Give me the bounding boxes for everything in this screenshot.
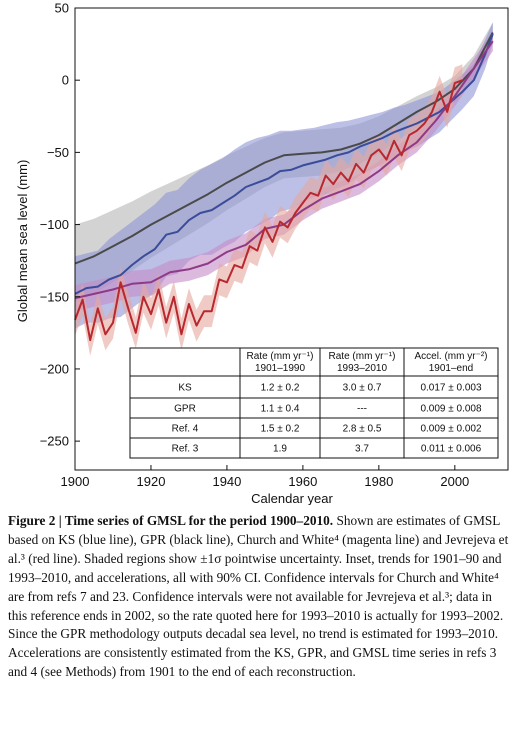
inset-cell: 0.009 ± 0.008 <box>420 404 482 415</box>
inset-cell: 1.1 ± 0.4 <box>261 404 300 415</box>
x-tick-label: 2000 <box>440 474 469 489</box>
line-ks <box>74 33 494 295</box>
inset-cell: 1.9 <box>273 444 287 455</box>
y-axis-ticks: 50 0 −50 −100 −150 −200 −250 <box>40 1 80 449</box>
caption-body: Shown are estimates of GMSL based on KS … <box>8 513 509 680</box>
inset-row-label: GPR <box>174 404 196 415</box>
inset-row-label: Ref. 3 <box>172 444 199 455</box>
y-tick-label: −200 <box>40 361 69 376</box>
x-tick-label: 1960 <box>288 474 317 489</box>
uncertainty-bands <box>75 22 493 356</box>
y-tick-label: 0 <box>62 73 69 88</box>
x-tick-label: 1980 <box>364 474 393 489</box>
inset-table-frame <box>129 347 499 459</box>
y-axis-label: Global mean sea level (mm) <box>15 160 30 323</box>
y-tick-label: −100 <box>40 217 69 232</box>
inset-header-cell: 1901–1990 <box>255 363 305 374</box>
series-lines <box>74 32 494 342</box>
inset-header-cell: Accel. (mm yr⁻²) <box>414 351 487 362</box>
figure-caption: Figure 2 | Time series of GMSL for the p… <box>8 512 514 682</box>
inset-row-label: Ref. 4 <box>172 424 199 435</box>
inset-cell: 0.011 ± 0.006 <box>421 444 482 455</box>
band-ref-4 <box>75 31 493 312</box>
gmsl-chart: 1900 1920 1940 1960 1980 2000 50 0 −50 −100 −150 −… <box>15 1 509 505</box>
y-tick-label: 50 <box>55 1 69 16</box>
x-tick-label: 1900 <box>61 474 90 489</box>
inset-header-cell: 1901–end <box>429 363 474 374</box>
x-tick-label: 1940 <box>212 474 241 489</box>
x-axis-label: Calendar year <box>251 491 333 505</box>
band-ref-3 <box>75 64 463 356</box>
inset-cell: 0.009 ± 0.002 <box>420 424 482 435</box>
inset-cell: 1.5 ± 0.2 <box>261 424 300 435</box>
y-tick-label: −50 <box>47 145 69 160</box>
inset-cell: 3.0 ± 0.7 <box>343 383 382 394</box>
plot-frame <box>74 7 509 471</box>
x-axis-ticks: 1900 1920 1940 1960 1980 2000 <box>61 465 469 489</box>
y-tick-label: −250 <box>40 434 69 449</box>
inset-cell: 0.017 ± 0.003 <box>420 383 482 394</box>
inset-header-cell: Rate (mm yr⁻¹) <box>329 351 396 362</box>
inset-cell: --- <box>357 404 367 415</box>
x-tick-label: 1920 <box>137 474 166 489</box>
inset-cell: 3.7 <box>355 444 369 455</box>
line-gpr <box>74 32 494 265</box>
inset-header-cell: Rate (mm yr⁻¹) <box>247 351 314 362</box>
inset-cell: 1.2 ± 0.2 <box>261 383 300 394</box>
caption-title: Figure 2 | Time series of GMSL for the p… <box>8 513 334 528</box>
line-ref-3 <box>74 79 463 342</box>
band-ks <box>75 22 493 329</box>
inset-header-cell: 1993–2010 <box>337 363 387 374</box>
inset-cell: 2.8 ± 0.5 <box>343 424 382 435</box>
inset-row-label: KS <box>178 383 192 394</box>
y-tick-label: −150 <box>40 289 69 304</box>
